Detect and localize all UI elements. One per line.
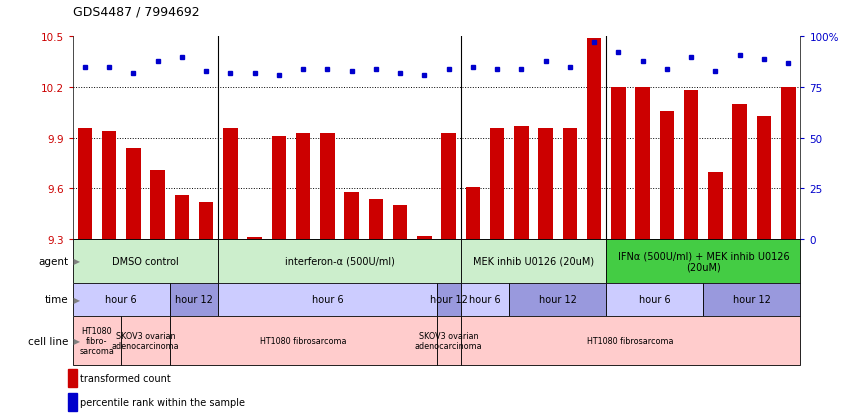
FancyBboxPatch shape [218,240,461,283]
Text: hour 6: hour 6 [105,294,137,304]
Bar [490,128,504,240]
Bar [102,132,116,240]
Bar [68,393,77,411]
Bar [635,88,650,240]
Bar [417,236,431,240]
FancyBboxPatch shape [122,316,169,366]
Bar [175,196,189,240]
FancyBboxPatch shape [461,283,509,316]
Text: hour 12: hour 12 [539,294,577,304]
FancyBboxPatch shape [169,283,218,316]
Text: hour 6: hour 6 [469,294,501,304]
Bar [708,172,722,240]
Bar [538,128,553,240]
Bar [344,192,359,240]
Bar [757,116,771,240]
FancyBboxPatch shape [437,316,461,366]
FancyBboxPatch shape [437,283,461,316]
Bar [562,128,577,240]
FancyBboxPatch shape [461,240,606,283]
Text: percentile rank within the sample: percentile rank within the sample [80,396,245,406]
Bar [199,202,213,240]
Text: ▶: ▶ [71,336,80,345]
FancyBboxPatch shape [169,316,437,366]
FancyBboxPatch shape [606,240,800,283]
Text: MEK inhib U0126 (20uM): MEK inhib U0126 (20uM) [473,256,594,266]
Bar [393,206,407,240]
Bar [78,128,92,240]
Bar [296,133,311,240]
FancyBboxPatch shape [73,240,218,283]
Bar [587,39,602,240]
Text: HT1080 fibrosarcoma: HT1080 fibrosarcoma [587,336,674,345]
Text: SKOV3 ovarian
adenocarcinoma: SKOV3 ovarian adenocarcinoma [415,331,483,350]
Bar [514,126,529,240]
Bar [442,133,456,240]
Text: hour 12: hour 12 [430,294,467,304]
FancyBboxPatch shape [73,316,122,366]
Bar [247,238,262,240]
Bar [660,112,675,240]
FancyBboxPatch shape [461,316,800,366]
Bar [781,88,795,240]
Text: hour 6: hour 6 [639,294,670,304]
Bar [151,171,165,240]
Bar [320,133,335,240]
FancyBboxPatch shape [73,283,169,316]
Bar [369,199,383,240]
Bar [684,91,698,240]
Bar [611,88,626,240]
Text: GDS4487 / 7994692: GDS4487 / 7994692 [73,6,199,19]
FancyBboxPatch shape [606,283,704,316]
Text: HT1080 fibrosarcoma: HT1080 fibrosarcoma [260,336,347,345]
Text: SKOV3 ovarian
adenocarcinoma: SKOV3 ovarian adenocarcinoma [111,331,180,350]
Bar [466,187,480,240]
Text: ▶: ▶ [71,295,80,304]
Text: IFNα (500U/ml) + MEK inhib U0126
(20uM): IFNα (500U/ml) + MEK inhib U0126 (20uM) [617,250,789,272]
Text: ▶: ▶ [71,257,80,266]
Text: transformed count: transformed count [80,373,170,383]
Bar [223,128,238,240]
Text: cell line: cell line [28,336,68,346]
Bar [271,137,286,240]
Text: interferon-α (500U/ml): interferon-α (500U/ml) [284,256,395,266]
Text: time: time [45,294,68,304]
Text: hour 12: hour 12 [733,294,770,304]
Bar [68,369,77,387]
Text: HT1080
fibro-
sarcoma: HT1080 fibro- sarcoma [80,326,115,356]
Bar [733,104,747,240]
Text: hour 6: hour 6 [312,294,343,304]
FancyBboxPatch shape [509,283,606,316]
Text: hour 12: hour 12 [175,294,213,304]
FancyBboxPatch shape [218,283,437,316]
FancyBboxPatch shape [704,283,800,316]
Bar [126,148,140,240]
Text: DMSO control: DMSO control [112,256,179,266]
Text: agent: agent [39,256,68,266]
